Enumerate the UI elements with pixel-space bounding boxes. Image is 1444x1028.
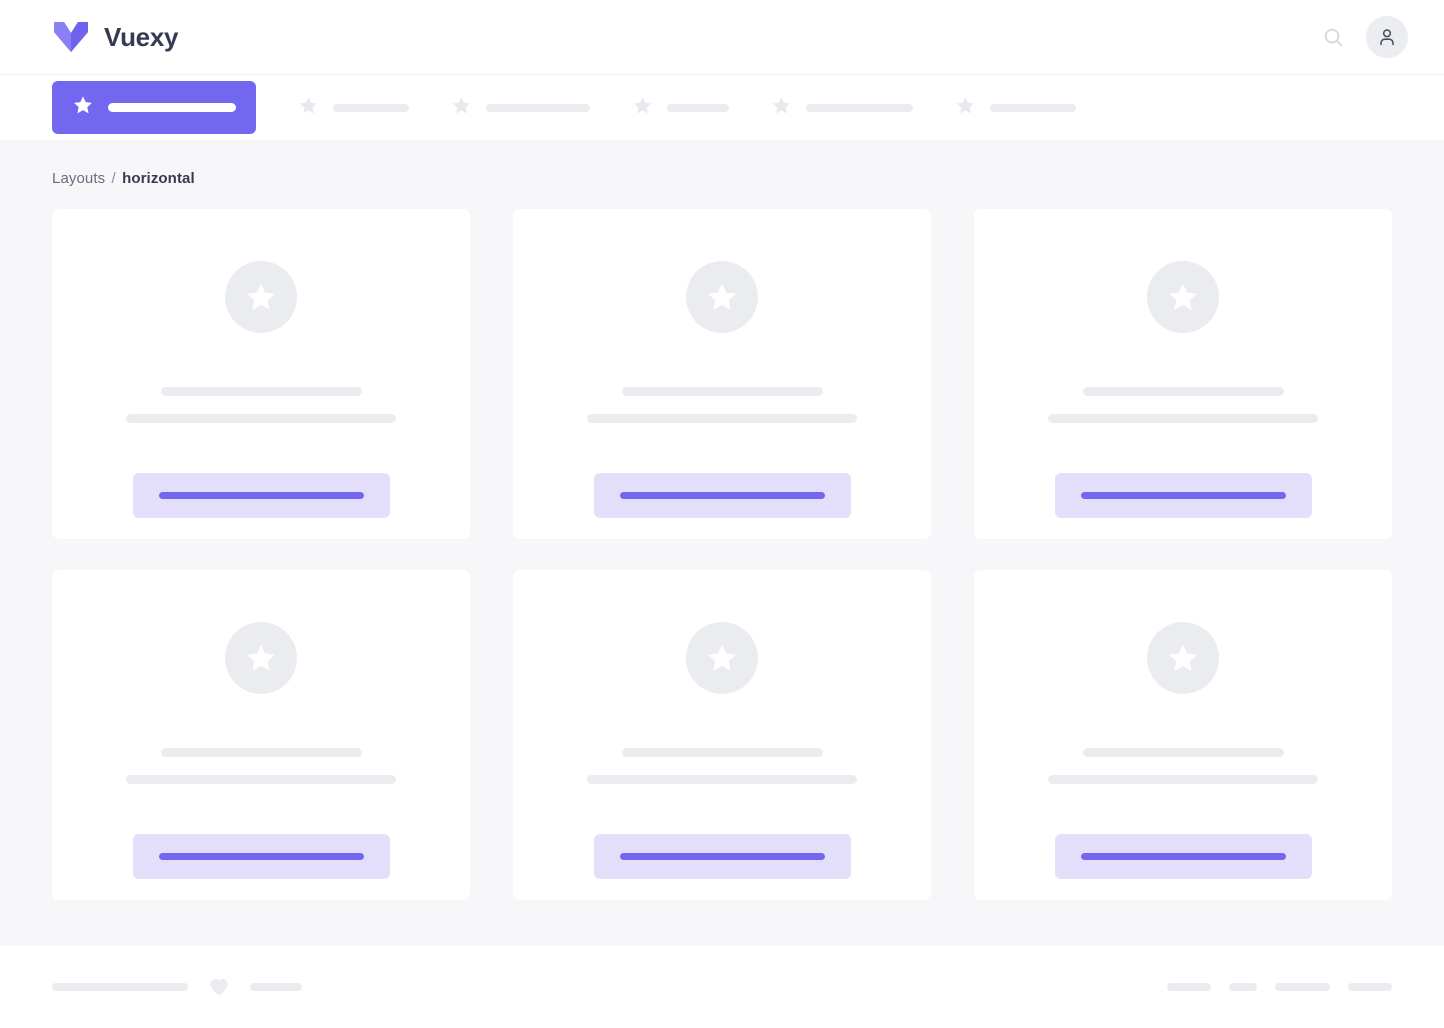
- footer-right-bar-2[interactable]: [1275, 983, 1330, 991]
- card-button-label-placeholder: [619, 492, 825, 499]
- card-title-placeholder: [621, 748, 823, 757]
- card-action-button[interactable]: [593, 834, 851, 879]
- footer-right: [1167, 983, 1392, 991]
- card-action-button[interactable]: [132, 473, 390, 518]
- card-subtitle-placeholder: [587, 414, 857, 423]
- breadcrumb-current: horizontal: [122, 170, 195, 187]
- breadcrumb: Layouts / horizontal: [52, 170, 1392, 187]
- card-button-label-placeholder: [158, 853, 364, 860]
- star-icon: [451, 95, 472, 121]
- card-avatar: [686, 261, 758, 333]
- main-content: Layouts / horizontal: [0, 140, 1444, 946]
- nav-item-5[interactable]: [941, 85, 1090, 131]
- card-title-placeholder: [160, 387, 362, 396]
- content-card: [52, 209, 470, 539]
- content-card: [513, 570, 931, 900]
- star-icon: [955, 95, 976, 121]
- card-title-placeholder: [621, 387, 823, 396]
- card-subtitle-placeholder: [587, 775, 857, 784]
- footer-right-bar-0[interactable]: [1167, 983, 1211, 991]
- star-icon: [1169, 283, 1197, 310]
- content-card: [52, 570, 470, 900]
- card-title-placeholder: [160, 748, 362, 757]
- breadcrumb-root[interactable]: Layouts: [52, 170, 106, 187]
- footer-left: [52, 976, 302, 998]
- star-icon: [708, 644, 736, 671]
- card-action-button[interactable]: [1054, 473, 1312, 518]
- star-icon: [298, 95, 319, 121]
- horizontal-navbar: [0, 75, 1444, 140]
- card-title-placeholder: [1082, 387, 1284, 396]
- nav-item-2[interactable]: [437, 85, 604, 131]
- brand[interactable]: Vuexy: [52, 20, 178, 54]
- nav-item-label-placeholder: [108, 103, 236, 112]
- card-action-button[interactable]: [1054, 834, 1312, 879]
- footer-left-bar-0[interactable]: [52, 983, 188, 991]
- card-avatar: [225, 261, 297, 333]
- card-avatar: [225, 622, 297, 694]
- star-icon: [1169, 644, 1197, 671]
- card-title-placeholder: [1082, 748, 1284, 757]
- star-icon: [708, 283, 736, 310]
- content-card: [974, 570, 1392, 900]
- nav-item-0-active[interactable]: [52, 81, 256, 134]
- card-button-label-placeholder: [619, 853, 825, 860]
- star-icon: [632, 95, 653, 121]
- nav-item-label-placeholder: [806, 103, 913, 112]
- star-icon: [956, 96, 975, 113]
- app-header: Vuexy: [0, 0, 1444, 75]
- star-icon: [299, 96, 318, 113]
- card-action-button[interactable]: [132, 834, 390, 879]
- star-icon: [772, 96, 791, 113]
- nav-item-3[interactable]: [618, 85, 743, 131]
- star-icon: [452, 96, 471, 113]
- card-button-label-placeholder: [158, 492, 364, 499]
- star-icon: [247, 283, 275, 310]
- nav-item-label-placeholder: [990, 103, 1076, 112]
- nav-item-4[interactable]: [757, 85, 927, 131]
- card-button-label-placeholder: [1080, 492, 1286, 499]
- card-avatar: [686, 622, 758, 694]
- star-icon: [633, 96, 652, 113]
- card-avatar: [1147, 261, 1219, 333]
- brand-name: Vuexy: [104, 21, 179, 52]
- footer-right-bar-3[interactable]: [1348, 983, 1392, 991]
- card-action-button[interactable]: [593, 473, 851, 518]
- star-icon: [72, 94, 94, 121]
- heart-icon: [208, 976, 230, 998]
- content-card: [974, 209, 1392, 539]
- card-button-label-placeholder: [1080, 853, 1286, 860]
- heart-icon: [210, 978, 228, 996]
- card-subtitle-placeholder: [126, 414, 396, 423]
- card-avatar: [1147, 622, 1219, 694]
- card-subtitle-placeholder: [1048, 414, 1318, 423]
- footer-right-bar-1[interactable]: [1229, 983, 1257, 991]
- search-icon[interactable]: [1320, 24, 1346, 50]
- avatar[interactable]: [1366, 16, 1408, 58]
- nav-item-label-placeholder: [486, 103, 590, 112]
- header-actions: [1320, 16, 1408, 58]
- star-icon: [247, 644, 275, 671]
- user-icon: [1380, 29, 1394, 46]
- content-card: [513, 209, 931, 539]
- card-grid: [52, 209, 1392, 900]
- card-subtitle-placeholder: [1048, 775, 1318, 784]
- nav-item-1[interactable]: [284, 85, 423, 131]
- star-icon: [771, 95, 792, 121]
- star-icon: [74, 96, 92, 114]
- app-footer: [0, 946, 1444, 1028]
- card-subtitle-placeholder: [126, 775, 396, 784]
- vuexy-v-logo-icon: [54, 22, 88, 52]
- nav-item-label-placeholder: [333, 103, 409, 112]
- footer-left-bar-2[interactable]: [250, 983, 302, 991]
- nav-item-label-placeholder: [667, 103, 729, 112]
- breadcrumb-separator: /: [111, 170, 116, 187]
